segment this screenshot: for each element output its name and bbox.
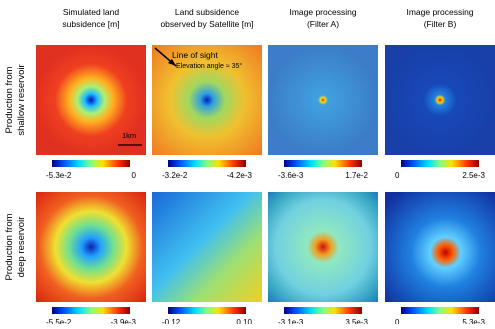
column-header: (Filter B) [424,19,457,29]
map-image [268,45,378,155]
colorbar-max: 0 [132,171,137,180]
colorbar-min: -5.3e-2 [46,171,72,180]
colorbar [401,160,479,167]
colorbar-max: 3.5e-3 [345,318,368,324]
map-image [152,45,262,155]
colorbar-min: -3.1e-3 [278,318,304,324]
colorbar-max: 1.7e-2 [345,171,368,180]
map-image [385,45,495,155]
colorbar-min: -3.6e-3 [278,171,304,180]
panels [36,45,495,302]
colorbar [284,160,362,167]
row-label: shallow reservoir [16,64,27,135]
colorbar-max: 2.5e-3 [462,171,485,180]
column-header: observed by Satellite [m] [160,19,253,29]
column-header: Image processing [406,7,473,17]
map-image [36,192,146,302]
colorbar-min: -5.5e-2 [46,318,72,324]
map-image [268,192,378,302]
colorbar [52,160,130,167]
colorbar-max: 0.10 [236,318,252,324]
column-header: subsidence [m] [62,19,119,29]
colorbar-max: -4.2e-3 [227,171,253,180]
column-header: Simulated land [63,7,120,17]
arrowhead [168,59,176,66]
colorbar [401,307,479,314]
annotation: Line of sight [172,50,218,60]
colorbar [168,160,246,167]
column-header: Land subsidence [175,7,240,17]
annotation: Elevation angle ≈ 35° [176,62,242,70]
column-header: Image processing [289,7,356,17]
colorbar [168,307,246,314]
annotation: 1km [122,131,136,140]
map-image [36,45,146,155]
colorbar-min: -0.12 [162,318,181,324]
row-label: deep reservoir [16,217,27,278]
colorbar-min: -3.2e-2 [162,171,188,180]
map-image [152,192,262,302]
row-label: Production from [4,66,15,133]
colorbar-min: 0 [395,171,400,180]
colorbar [284,307,362,314]
column-header: (Filter A) [307,19,339,29]
row-label: Production from [4,213,15,280]
colorbar-max: -3.9e-3 [111,318,137,324]
colorbar-min: 0 [395,318,400,324]
colorbar-max: 5.3e-3 [462,318,485,324]
colorbar [52,307,130,314]
map-image [385,192,495,302]
